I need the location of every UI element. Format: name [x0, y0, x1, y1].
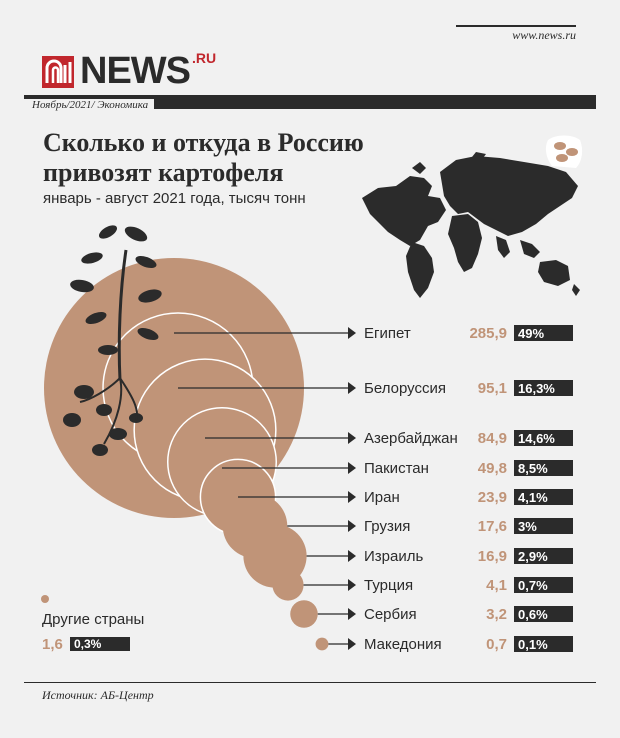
leader-arrow-6 — [348, 550, 356, 562]
value-label-9: 0,7 — [486, 636, 507, 653]
value-label-8: 3,2 — [486, 606, 507, 623]
share-label-0: 49% — [518, 326, 544, 341]
leader-arrow-5 — [348, 520, 356, 532]
country-label-7: Турция — [364, 577, 413, 594]
share-label-9: 0,1% — [518, 637, 548, 652]
breadcrumb-strip: Ноябрь/2021/ Экономика — [24, 95, 596, 111]
page-title: Сколько и откуда в Россию привозят карто… — [43, 128, 364, 187]
share-badge-1 — [514, 380, 573, 396]
leader-arrow-7 — [348, 579, 356, 591]
country-label-5: Грузия — [364, 518, 410, 535]
value-label-7: 4,1 — [486, 577, 507, 594]
leader-arrow-2 — [348, 432, 356, 444]
country-label-0: Египет — [364, 325, 411, 342]
bubble-9 — [315, 637, 329, 651]
share-badge-3 — [514, 460, 573, 476]
footer-divider — [24, 682, 596, 683]
leader-arrow-4 — [348, 491, 356, 503]
country-label-1: Белоруссия — [364, 380, 446, 397]
country-label-4: Иран — [364, 489, 400, 506]
breadcrumb[interactable]: Ноябрь/2021/ Экономика — [24, 99, 155, 111]
share-label-4: 4,1% — [518, 490, 548, 505]
share-label-6: 2,9% — [518, 549, 548, 564]
value-label-1: 95,1 — [478, 380, 507, 397]
country-label-8: Сербия — [364, 606, 417, 623]
share-label-2: 14,6% — [518, 431, 555, 446]
leader-arrow-9 — [348, 638, 356, 650]
page-subtitle: январь - август 2021 года, тысяч тонн — [43, 190, 306, 207]
news-logo[interactable]: NEWS .RU — [42, 50, 217, 92]
other-countries-share: 0,3% — [70, 637, 130, 651]
logo-text: NEWS — [80, 50, 191, 92]
country-label-3: Пакистан — [364, 460, 429, 477]
other-countries-dot — [41, 595, 49, 603]
value-label-6: 16,9 — [478, 548, 507, 565]
leader-arrow-0 — [348, 327, 356, 339]
logo-suffix: .RU — [192, 50, 217, 66]
other-countries-value: 1,6 — [42, 636, 63, 653]
share-badge-5 — [514, 518, 573, 534]
share-label-7: 0,7% — [518, 578, 548, 593]
share-badge-4 — [514, 489, 573, 505]
country-label-6: Израиль — [364, 548, 423, 565]
value-label-3: 49,8 — [478, 460, 507, 477]
share-badge-9 — [514, 636, 573, 652]
share-label-3: 8,5% — [518, 461, 548, 476]
leader-lines-layer — [174, 327, 356, 650]
value-label-5: 17,6 — [478, 518, 507, 535]
value-label-4: 23,9 — [478, 489, 507, 506]
potato-plant — [63, 225, 162, 456]
site-url[interactable]: www.news.ru — [456, 25, 576, 45]
potato-bag-icon — [545, 135, 583, 168]
leader-arrow-8 — [348, 608, 356, 620]
country-label-9: Македония — [364, 636, 442, 653]
logo-mark-icon — [42, 56, 74, 88]
bubble-7 — [272, 569, 304, 601]
share-label-1: 16,3% — [518, 381, 555, 396]
share-badge-2 — [514, 430, 573, 446]
country-label-2: Азербайджан — [364, 430, 458, 447]
share-badge-6 — [514, 548, 573, 564]
source-note: Источник: АБ-Центр — [42, 688, 154, 702]
other-countries-label: Другие страны — [42, 611, 145, 628]
leader-arrow-3 — [348, 462, 356, 474]
leader-arrow-1 — [348, 382, 356, 394]
share-badge-0 — [514, 325, 573, 341]
value-label-0: 285,9 — [469, 325, 507, 342]
value-label-2: 84,9 — [478, 430, 507, 447]
share-badge-7 — [514, 577, 573, 593]
share-label-5: 3% — [518, 519, 537, 534]
labels-layer: Египет 285,9 49% Белоруссия 95,1 16,3% Азербай… — [364, 325, 573, 653]
world-map — [362, 152, 580, 298]
bubbles-layer — [41, 258, 329, 651]
share-label-8: 0,6% — [518, 607, 548, 622]
bubble-8 — [290, 600, 318, 628]
share-badge-8 — [514, 606, 573, 622]
